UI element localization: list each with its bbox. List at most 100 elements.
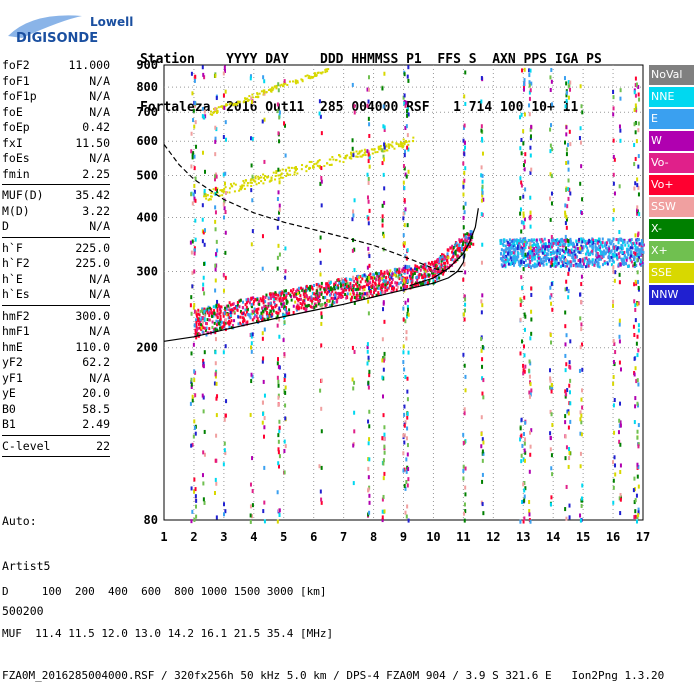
echo-point <box>355 282 358 286</box>
echo-point <box>296 307 299 311</box>
echo-point <box>335 158 338 161</box>
echo-point <box>271 86 274 89</box>
echo-point <box>389 143 392 146</box>
echo-point <box>402 285 405 289</box>
echo-point <box>356 275 359 279</box>
echo-point <box>298 297 301 301</box>
echo-point <box>275 310 278 314</box>
echo-point <box>468 245 471 249</box>
echo-point <box>555 253 558 257</box>
echo-point <box>462 240 465 244</box>
echo-point <box>408 140 411 143</box>
echo-point <box>237 100 240 103</box>
echo-point <box>368 164 371 169</box>
echo-point <box>367 457 370 462</box>
echo-point <box>200 323 203 327</box>
echo-point <box>406 271 409 275</box>
echo-point <box>314 296 317 300</box>
echo-point <box>223 417 226 422</box>
echo-point <box>621 246 624 250</box>
echo-point <box>309 297 312 301</box>
echo-point <box>533 265 536 269</box>
echo-point <box>565 217 568 222</box>
echo-point <box>462 468 465 473</box>
echo-point <box>618 280 621 285</box>
echo-point <box>552 238 555 242</box>
echo-point <box>523 217 526 222</box>
echo-point <box>536 259 539 263</box>
echo-point <box>381 274 384 278</box>
echo-point <box>325 303 328 307</box>
echo-point <box>367 419 370 424</box>
echo-point <box>248 301 251 305</box>
echo-point <box>637 238 640 242</box>
y-tick-label: 700 <box>136 105 158 119</box>
echo-point <box>405 469 408 474</box>
echo-point <box>550 67 553 72</box>
echo-point <box>288 80 291 83</box>
echo-point <box>224 509 227 514</box>
echo-point <box>546 247 549 251</box>
echo-point <box>214 110 217 113</box>
echo-point <box>190 131 193 136</box>
echo-point <box>519 207 522 212</box>
param-name: foF2 <box>2 58 30 72</box>
echo-point <box>524 420 527 425</box>
echo-point <box>418 266 421 270</box>
echo-point <box>482 451 485 456</box>
echo-point <box>463 123 466 128</box>
echo-point <box>472 242 475 246</box>
echo-point <box>504 258 507 262</box>
echo-point <box>603 244 606 248</box>
echo-point <box>480 136 483 141</box>
echo-point <box>569 239 572 243</box>
echo-point <box>262 89 265 94</box>
echo-point <box>554 259 557 263</box>
echo-point <box>206 194 209 197</box>
echo-point <box>320 321 323 326</box>
echo-point <box>580 237 583 241</box>
echo-point <box>405 479 408 484</box>
echo-point <box>272 300 275 304</box>
echo-point <box>626 256 629 260</box>
echo-point <box>340 291 343 295</box>
echo-point <box>547 239 550 243</box>
param-row: fxI 11.50 <box>2 136 110 152</box>
echo-point <box>404 486 407 491</box>
echo-point <box>558 240 561 244</box>
echo-point <box>261 306 264 310</box>
echo-point <box>280 172 283 175</box>
echo-point <box>637 84 640 89</box>
echo-point <box>264 175 267 178</box>
echo-point <box>191 442 194 447</box>
echo-point <box>635 263 638 267</box>
echo-point <box>375 293 378 297</box>
echo-point <box>250 178 253 181</box>
echo-point <box>295 82 298 85</box>
echo-point <box>251 318 254 322</box>
echo-point <box>634 247 637 251</box>
echo-point <box>228 301 231 305</box>
legend-entry-x-: X- <box>649 219 694 239</box>
echo-point <box>636 474 639 479</box>
echo-point <box>333 282 336 286</box>
echo-point <box>613 362 616 367</box>
echo-point <box>243 319 246 323</box>
echo-point <box>358 293 361 297</box>
echo-point <box>320 311 323 316</box>
echo-point <box>373 148 376 151</box>
echo-point <box>305 164 308 167</box>
echo-point <box>310 297 313 301</box>
echo-point <box>195 325 198 329</box>
echo-point <box>201 114 204 119</box>
logo-line2: DIGISONDE <box>16 31 98 46</box>
echo-point <box>633 143 636 148</box>
echo-point <box>352 151 355 154</box>
echo-point <box>222 93 225 98</box>
echo-point <box>613 245 616 250</box>
echo-point <box>591 249 594 253</box>
echo-point <box>327 284 330 288</box>
echo-point <box>404 103 407 108</box>
echo-point <box>382 413 385 418</box>
echo-point <box>292 288 295 292</box>
